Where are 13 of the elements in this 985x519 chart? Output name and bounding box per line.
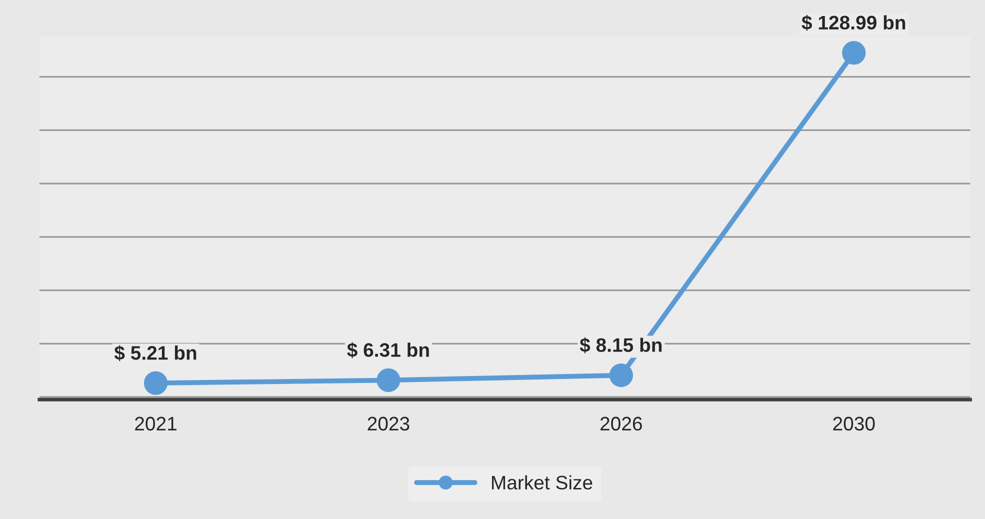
legend-label: Market Size <box>492 475 592 490</box>
x-tick-label: 2026 <box>600 416 642 431</box>
data-label: $ 6.31 bn <box>347 342 429 358</box>
data-label: $ 5.21 bn <box>114 345 196 362</box>
data-label: $ 8.15 bn <box>580 337 662 354</box>
x-tick-label: 2023 <box>368 416 410 431</box>
point <box>376 368 400 392</box>
point <box>609 363 633 388</box>
data-label: $ 128.99 bn <box>802 14 906 31</box>
x-tick-label: 2021 <box>135 416 176 431</box>
x-tick-label: 2030 <box>833 416 875 431</box>
point <box>144 371 168 395</box>
point <box>842 41 866 65</box>
